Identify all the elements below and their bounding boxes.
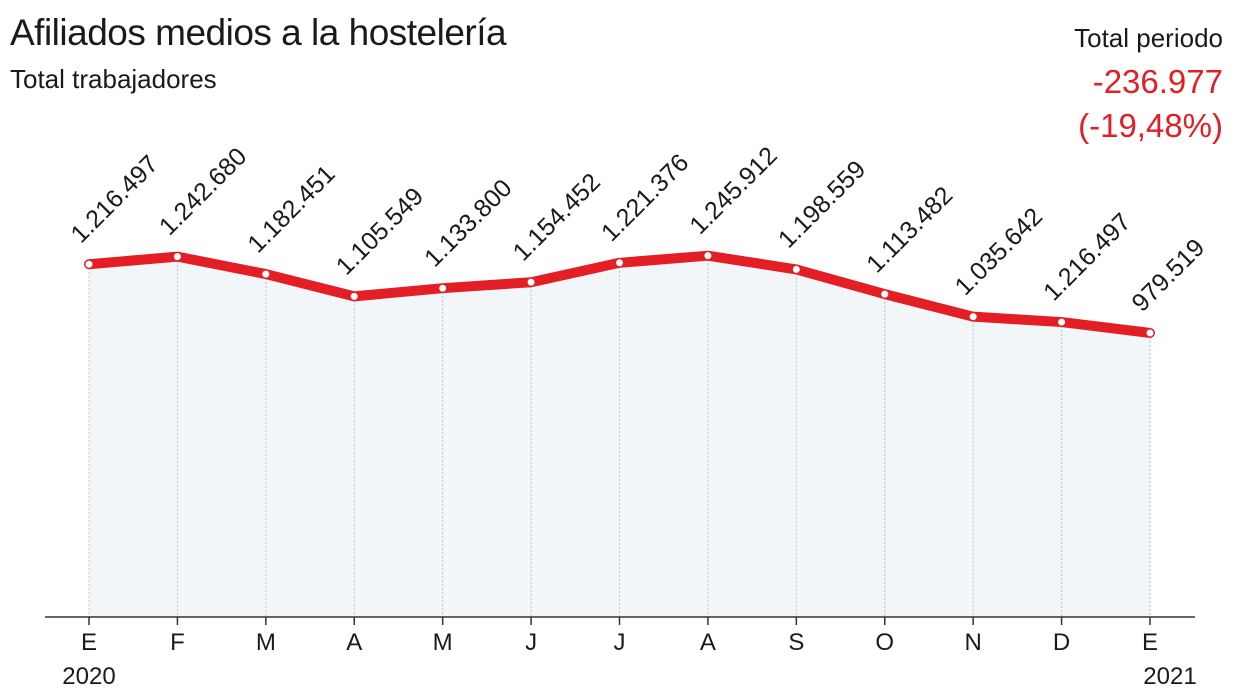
total-period: Total periodo -236.977 (-19,48%) (1074, 16, 1223, 148)
data-point (969, 313, 977, 321)
data-point (1146, 329, 1154, 337)
data-label: 979.519 (1126, 233, 1210, 317)
x-tick-label: M (433, 629, 453, 656)
data-point (262, 270, 270, 278)
total-period-label: Total periodo (1074, 23, 1223, 53)
data-point (881, 290, 889, 298)
data-point (173, 253, 181, 261)
data-point (350, 292, 358, 300)
data-label: 1.221.376 (596, 149, 694, 247)
x-tick-label: A (700, 629, 716, 656)
x-tick-label: E (1142, 629, 1158, 656)
data-point (439, 284, 447, 292)
x-tick-label: J (525, 629, 537, 656)
data-point (616, 259, 623, 267)
data-point (1058, 318, 1066, 326)
chart-subtitle: Total trabajadores (10, 64, 217, 94)
x-tick-label: J (614, 629, 626, 656)
x-tick-label: D (1053, 629, 1070, 656)
data-point (527, 278, 535, 286)
x-tick-label: E (81, 629, 97, 656)
total-period-percent: (-19,48%) (1078, 107, 1223, 144)
data-point (704, 252, 712, 260)
x-tick-label: O (875, 629, 894, 656)
x-tick-label: M (256, 629, 276, 656)
data-label: 1.154.452 (508, 168, 606, 266)
x-tick-label: N (964, 629, 981, 656)
data-label: 1.182.451 (242, 160, 340, 258)
chart-title: Afiliados medios a la hostelería (10, 12, 507, 53)
data-label: 1.133.800 (419, 174, 517, 272)
total-period-value: -236.977 (1092, 63, 1223, 100)
data-label: 1.198.559 (773, 155, 871, 253)
year-label: 2020 (62, 663, 115, 690)
data-label: 1.245.912 (684, 141, 782, 239)
data-label: 1.216.497 (1038, 208, 1136, 306)
data-label: 1.242.680 (154, 142, 252, 240)
x-tick-label: A (346, 629, 362, 656)
data-label: 1.216.497 (65, 150, 163, 248)
data-point (792, 265, 800, 273)
data-label: 1.113.482 (861, 181, 958, 278)
data-label: 1.035.642 (950, 202, 1048, 300)
year-label: 2021 (1143, 663, 1196, 690)
x-tick-label: S (788, 629, 804, 656)
data-point (85, 260, 93, 268)
x-tick-label: F (170, 629, 185, 656)
data-label: 1.105.549 (331, 182, 429, 280)
